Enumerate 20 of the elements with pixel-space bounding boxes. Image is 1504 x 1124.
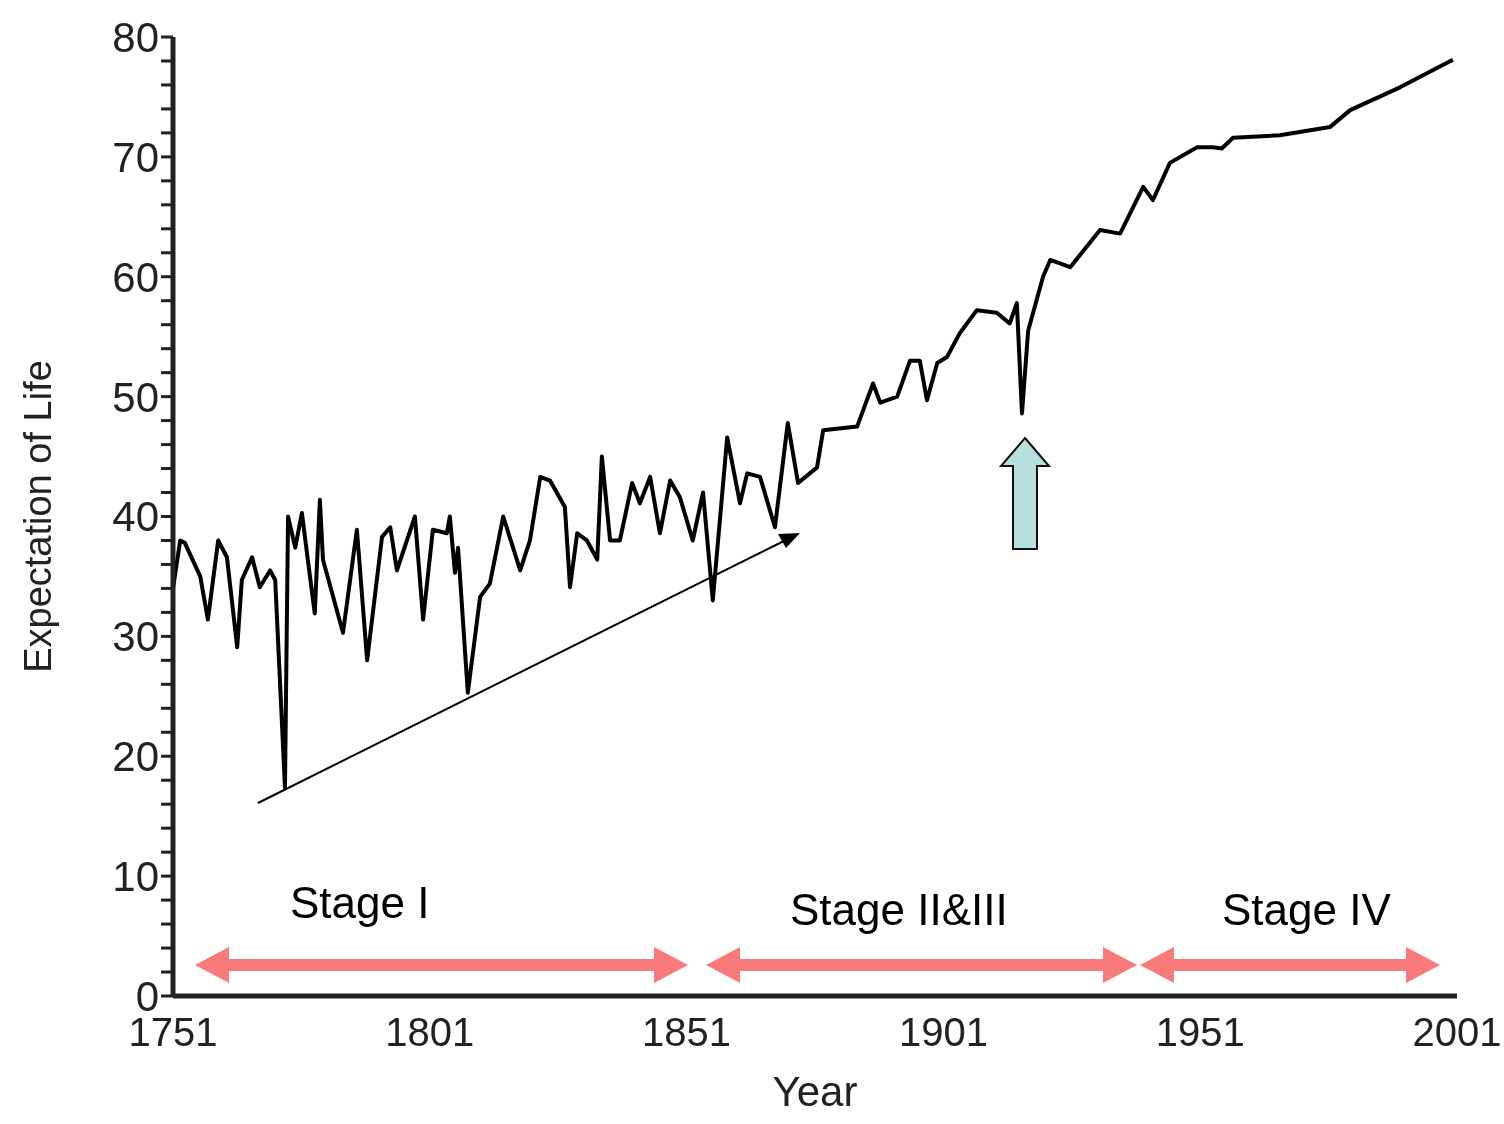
line-series (173, 57, 1455, 790)
x-tick-label: 1751 (128, 1010, 218, 1055)
x-tick-label: 1851 (642, 1010, 732, 1055)
x-axis-title: Year (772, 1068, 858, 1115)
x-tick-label: 1901 (898, 1010, 988, 1055)
annotation: Stage II&III (790, 885, 1008, 934)
y-tick-label: 70 (112, 133, 159, 181)
y-tick-label: 50 (112, 373, 159, 421)
y-tick-label: 40 (112, 493, 159, 541)
y-tick-label: 10 (112, 853, 159, 901)
annotation: Stage IV (1222, 885, 1392, 934)
x-tick-label: 1951 (1155, 1010, 1245, 1055)
x-tick-label: 2001 (1412, 1010, 1502, 1055)
y-tick-label: 80 (112, 13, 159, 61)
y-tick-label: 30 (112, 613, 159, 661)
y-axis-title: Expectation of Life (17, 360, 60, 673)
annotation: Stage I (290, 878, 430, 927)
x-tick-label: 1801 (385, 1010, 475, 1055)
y-tick-label: 60 (112, 253, 159, 301)
y-tick-label: 20 (112, 733, 159, 781)
